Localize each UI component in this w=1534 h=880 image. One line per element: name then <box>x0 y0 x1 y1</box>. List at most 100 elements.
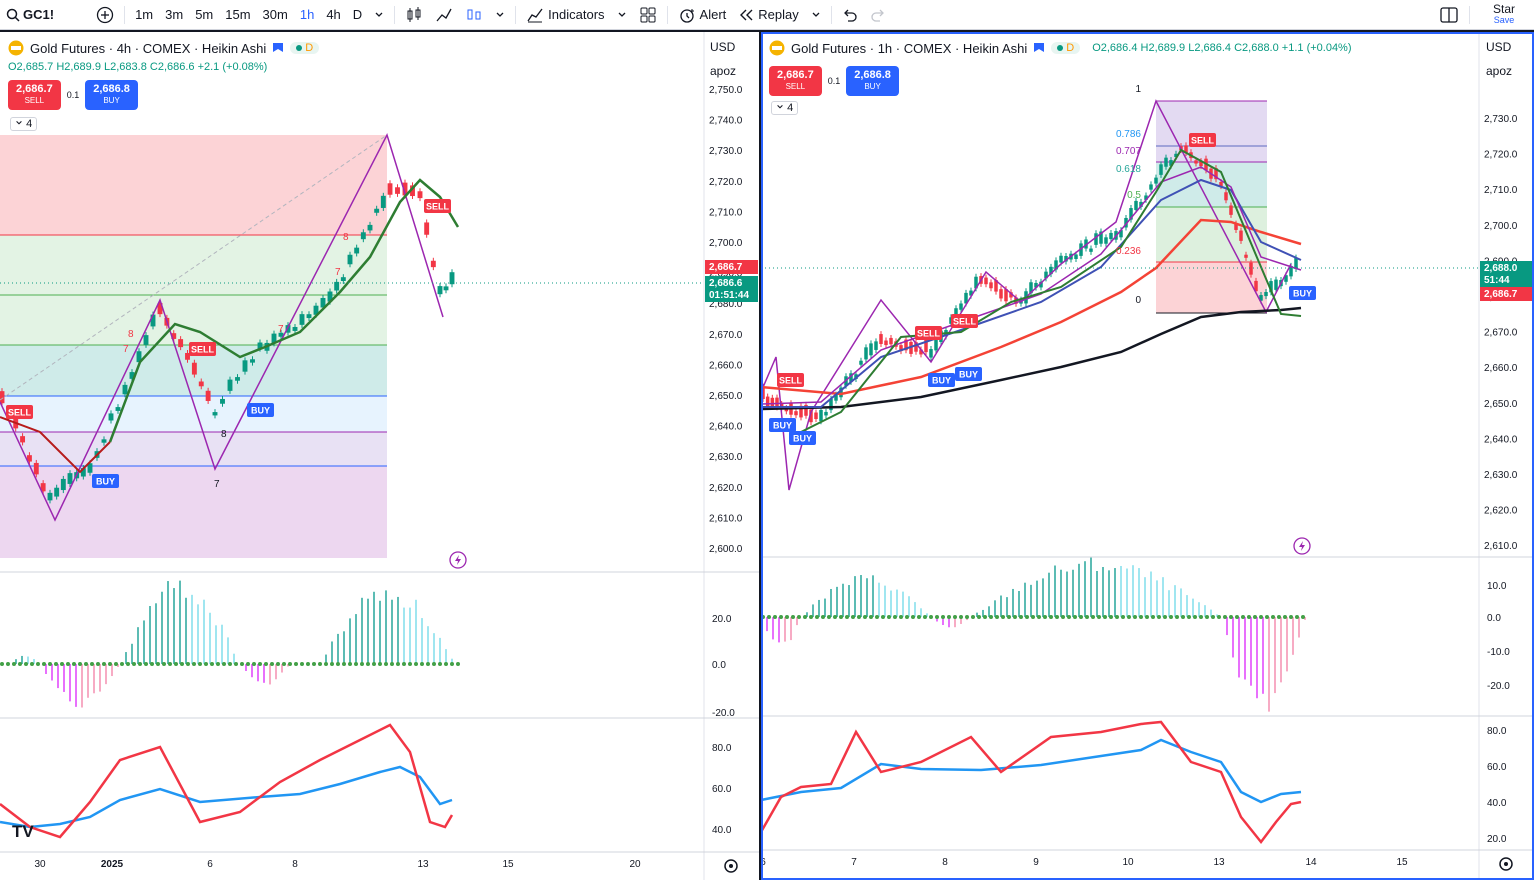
interval-4h[interactable]: 4h <box>326 7 341 22</box>
redo-button[interactable] <box>864 0 892 30</box>
split-layout-button[interactable] <box>1433 0 1465 30</box>
left-chart-panel[interactable]: 2,750.0 2,740.0 2,730.0 2,720.0 2,710.0 2,700… <box>0 32 759 880</box>
bar-style-button[interactable] <box>399 0 429 30</box>
candle-body <box>129 372 135 379</box>
replay-dropdown[interactable] <box>805 0 827 30</box>
time-tick-label: 15 <box>502 859 514 870</box>
candle-body <box>1034 282 1038 288</box>
interval-30m[interactable]: 30m <box>262 7 288 22</box>
flag-icon[interactable] <box>1033 42 1045 54</box>
compare-button[interactable] <box>90 0 120 30</box>
interval-5m[interactable]: 5m <box>195 7 214 22</box>
layout-button[interactable] <box>633 0 663 30</box>
candle-body <box>770 397 775 406</box>
style-dropdown[interactable] <box>489 0 511 30</box>
candle-body <box>1129 208 1133 220</box>
left-ohlc: O2,685.7 H2,689.9 L2,683.8 C2,686.6 +2.1… <box>8 61 268 73</box>
candle-body <box>924 339 928 353</box>
candle-body <box>235 377 240 381</box>
right-unit[interactable]: apoz <box>1486 64 1513 78</box>
signal-buy-marker <box>955 367 982 381</box>
macd-zero-dot <box>1055 615 1059 619</box>
fib-level-label: 0.5 <box>1127 190 1141 201</box>
symbol-search[interactable]: GC1! <box>0 0 60 30</box>
candle-body <box>799 405 803 418</box>
lightning-icon-glyph <box>455 555 461 565</box>
price-tick-label: 2,620.0 <box>709 483 743 494</box>
macd-zero-dot <box>887 615 891 619</box>
right-sell-button[interactable]: 2,686.7 SELL <box>769 66 822 96</box>
macd-zero-dot <box>360 662 364 666</box>
macd-zero-dot <box>1139 615 1143 619</box>
price-tag-text: 2,686.7 <box>709 262 743 273</box>
heikin-style-button[interactable] <box>459 0 489 30</box>
candle-body <box>1004 289 1008 302</box>
candle-body <box>1134 200 1138 210</box>
left-unit[interactable]: apoz <box>710 64 737 78</box>
interval-D[interactable]: D <box>352 7 363 22</box>
macd-zero-dot <box>1289 615 1293 619</box>
right-title: Gold Futures · 1h · COMEX · Heikin Ashi <box>791 40 1028 56</box>
interval-1h[interactable]: 1h <box>299 7 315 22</box>
replay-label: Replay <box>758 7 799 22</box>
alert-button[interactable]: Alert <box>672 0 733 30</box>
signal-label: SELL <box>426 202 450 212</box>
interval-dropdown[interactable] <box>368 0 390 30</box>
left-badge: D <box>290 42 320 54</box>
macd-zero-dot <box>1001 615 1005 619</box>
candle-body <box>1249 262 1253 275</box>
macd-zero-dot <box>6 662 10 666</box>
indicators-dropdown[interactable] <box>611 0 633 30</box>
candle-body <box>775 397 779 408</box>
candle-body <box>899 345 903 352</box>
star-save[interactable]: Star Save <box>1474 3 1534 26</box>
interval-1m[interactable]: 1m <box>135 7 154 22</box>
candle-body <box>1244 254 1248 258</box>
macd-zero-dot <box>1241 615 1245 619</box>
price-tag-text: 01:51:44 <box>709 290 749 301</box>
undo-button[interactable] <box>836 0 864 30</box>
right-chart-canvas[interactable]: 2,730.02,720.02,710.02,700.02,690.02,680… <box>761 32 1534 880</box>
signal-label: SELL <box>917 329 941 339</box>
replay-button[interactable]: Replay <box>732 0 804 30</box>
right-currency[interactable]: USD <box>1486 40 1512 54</box>
left-currency[interactable]: USD <box>710 40 736 54</box>
candle-body <box>191 362 197 375</box>
macd-zero-dot <box>1199 615 1203 619</box>
left-sell-button[interactable]: 2,686.7 SELL <box>8 80 61 110</box>
right-buy-button[interactable]: 2,686.8 BUY <box>846 66 899 96</box>
wave-count-label: 7 <box>214 479 220 490</box>
candle-body <box>954 308 958 320</box>
price-tag-text: 2,686.7 <box>1484 289 1518 300</box>
macd-zero-dot <box>797 615 801 619</box>
left-chart-canvas[interactable]: 2,750.0 2,740.0 2,730.0 2,720.0 2,710.0 2,700… <box>0 32 759 880</box>
rsi-line <box>0 723 454 839</box>
macd-zero-dot <box>911 615 915 619</box>
chevron-down-icon <box>375 12 383 17</box>
fib-zone <box>0 432 387 466</box>
line-style-button[interactable] <box>429 0 459 30</box>
signal-label: BUY <box>96 477 115 487</box>
signal-label: SELL <box>1191 136 1215 146</box>
candle-body <box>205 390 211 401</box>
candle-body <box>87 463 93 473</box>
time-tick-label: 15 <box>1396 857 1408 868</box>
right-collapse-button[interactable]: 4 <box>771 101 799 115</box>
interval-3m[interactable]: 3m <box>165 7 184 22</box>
settings-gear-icon-center <box>729 864 733 868</box>
macd-zero-dot <box>348 662 352 666</box>
flag-icon[interactable] <box>272 42 284 54</box>
indicators-button[interactable]: Indicators <box>520 0 610 30</box>
left-buy-button[interactable]: 2,686.8 BUY <box>85 80 138 110</box>
right-chart-panel[interactable]: 2,730.02,720.02,710.02,700.02,690.02,680… <box>761 32 1534 880</box>
candle-body <box>80 468 86 477</box>
candle-body <box>122 384 128 395</box>
candle-body <box>374 208 380 213</box>
candle-body <box>929 349 933 358</box>
macd-zero-dot <box>36 662 40 666</box>
left-collapse-button[interactable]: 4 <box>10 117 38 131</box>
right-trade-buttons: 2,686.7 SELL 0.1 2,686.8 BUY <box>769 66 899 96</box>
candle-body <box>1214 168 1218 180</box>
interval-15m[interactable]: 15m <box>225 7 251 22</box>
price-tick-label: 2,610.0 <box>1484 541 1518 552</box>
